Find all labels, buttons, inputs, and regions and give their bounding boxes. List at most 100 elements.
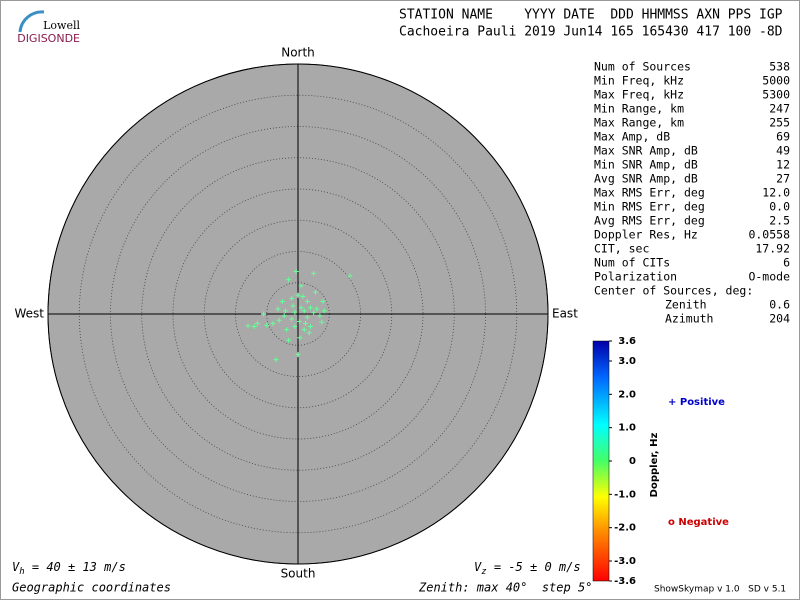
stat-value: 5300	[762, 88, 790, 102]
stat-value: 0.6	[769, 298, 790, 312]
zenith-info: Zenith: max 40° step 5°	[418, 581, 592, 595]
stat-value: 2.5	[769, 214, 790, 228]
source-point	[286, 337, 292, 343]
source-point	[292, 309, 298, 315]
legend-negative: o Negative	[668, 517, 729, 528]
source-point	[270, 320, 276, 326]
source-point	[276, 317, 282, 323]
dir-label: West	[14, 307, 44, 321]
stat-value: 69	[776, 130, 790, 144]
stat-value: 5000	[762, 74, 790, 88]
stat-label: Doppler Res, Hz	[594, 228, 698, 242]
source-point	[308, 324, 313, 329]
stat-label: Azimuth	[665, 312, 713, 326]
header-line: STATION NAME YYYY DATE DDD HHMMSS AXN PP…	[399, 8, 783, 23]
stat-value: 17.92	[755, 242, 790, 256]
stat-value: 0.0558	[748, 228, 790, 242]
stat-value: 255	[769, 116, 790, 130]
vz: Vz = -5 ± 0 m/s	[474, 560, 581, 577]
dir-label: South	[281, 567, 316, 581]
coords: Geographic coordinates	[12, 581, 171, 595]
source-point	[284, 327, 290, 333]
source-point	[314, 306, 320, 312]
stat-label: Center of Sources, deg:	[594, 284, 753, 298]
source-point	[298, 283, 304, 289]
source-point	[303, 320, 308, 326]
source-point	[313, 289, 318, 295]
source-point	[320, 299, 326, 304]
stat-label: Min Range, km	[594, 102, 684, 116]
stat-value: 204	[769, 312, 790, 326]
source-point	[308, 305, 313, 311]
logo-arc	[18, 10, 45, 33]
source-point	[306, 330, 312, 336]
stat-label: Max SNR Amp, dB	[594, 144, 698, 158]
logo-top: Lowell	[43, 19, 80, 32]
colorbar-tick-label: -1.0	[614, 489, 636, 500]
source-point	[279, 299, 285, 304]
stat-value: 27	[776, 172, 790, 186]
stat-value: 247	[769, 102, 790, 116]
stat-value: O-mode	[748, 270, 790, 284]
stat-label: Max Amp, dB	[594, 130, 670, 144]
stat-label: Min SNR Amp, dB	[594, 158, 698, 172]
colorbar-tick-label: -3.6	[614, 576, 636, 587]
stat-label: Zenith	[665, 298, 707, 312]
source-point	[245, 323, 251, 329]
source-point	[289, 295, 295, 301]
stat-label: Min RMS Err, deg	[594, 200, 705, 214]
source-point	[286, 277, 292, 283]
stat-label: CIT, sec	[594, 242, 649, 256]
stat-label: Num of Sources	[594, 60, 691, 74]
source-point	[254, 320, 260, 326]
stat-label: Max Freq, kHz	[594, 88, 684, 102]
source-point	[317, 313, 323, 319]
colorbar-tick-label: 1.0	[618, 423, 636, 434]
legend-positive: + Positive	[668, 397, 725, 408]
source-point	[297, 335, 303, 341]
source-point	[311, 270, 317, 276]
source-point	[300, 294, 306, 299]
version: ShowSkymap v 1.0 SD v 5.1	[654, 585, 786, 595]
colorbar-label: Doppler, Hz	[649, 433, 660, 498]
source-point	[264, 322, 270, 328]
source-point	[296, 319, 302, 324]
source-point	[273, 357, 279, 363]
source-point	[281, 313, 287, 319]
colorbar-tick-label: 0	[629, 456, 636, 467]
colorbar-tick-label: 3.6	[618, 336, 636, 347]
source-point	[301, 308, 307, 314]
stat-label: Polarization	[594, 270, 677, 284]
source-point	[295, 292, 301, 298]
dir-label: East	[552, 307, 578, 321]
stat-label: Max Range, km	[594, 116, 684, 130]
source-point	[304, 299, 310, 304]
source-point	[347, 273, 353, 279]
stat-value: 538	[769, 60, 790, 74]
source-point	[251, 324, 257, 329]
logo-bottom: DIGISONDE	[17, 32, 80, 45]
source-point	[292, 324, 298, 329]
source-point	[301, 327, 307, 333]
stat-label: Max RMS Err, deg	[594, 186, 705, 200]
source-point	[311, 310, 317, 316]
source-point	[321, 308, 327, 314]
source-point	[298, 305, 304, 311]
source-point	[283, 308, 288, 314]
source-point	[275, 306, 281, 312]
source-point	[293, 269, 299, 274]
header-line: Cachoeira Pauli 2019 Jun14 165 165430 41…	[399, 25, 783, 40]
source-point	[319, 319, 325, 325]
source-point	[304, 314, 310, 320]
stat-label: Avg SNR Amp, dB	[594, 172, 698, 186]
vh: Vh = 40 ± 13 m/s	[12, 560, 126, 577]
stat-value: 49	[776, 144, 790, 158]
colorbar	[592, 340, 610, 582]
source-point	[289, 316, 295, 322]
stat-value: 12	[776, 158, 790, 172]
stat-label: Min Freq, kHz	[594, 74, 684, 88]
stat-label: Num of CITs	[594, 256, 670, 270]
dir-label: North	[281, 46, 315, 60]
stat-value: 6	[783, 256, 790, 270]
